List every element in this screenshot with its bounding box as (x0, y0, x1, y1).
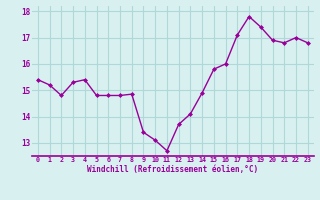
X-axis label: Windchill (Refroidissement éolien,°C): Windchill (Refroidissement éolien,°C) (87, 165, 258, 174)
